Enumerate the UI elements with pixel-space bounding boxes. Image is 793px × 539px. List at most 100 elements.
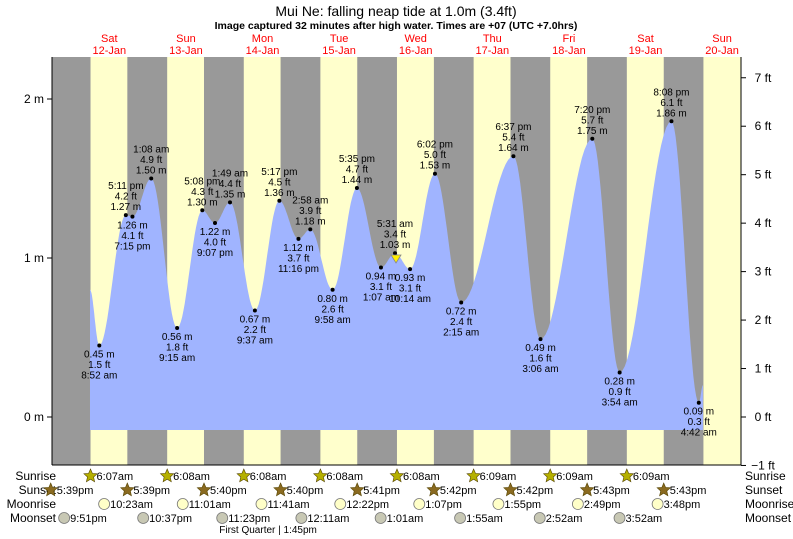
moonset-time: 10:37pm bbox=[149, 513, 192, 525]
moonset-icon bbox=[58, 512, 71, 524]
sunset-icon bbox=[503, 482, 518, 497]
moonrise-row-label-left: Moonrise bbox=[7, 497, 57, 511]
extreme-point bbox=[175, 325, 180, 330]
extreme-label-low: 0.94 m bbox=[366, 272, 397, 283]
extreme-label-low: 0.49 m bbox=[525, 343, 556, 354]
extreme-label-low: 10:14 am bbox=[389, 294, 431, 305]
extreme-label-high: 5:08 pm bbox=[184, 176, 220, 187]
sunset-icon bbox=[196, 482, 212, 497]
sunset-icon bbox=[273, 482, 288, 497]
chart-title: Mui Ne: falling neap tide at 1.0m (3.4ft… bbox=[275, 3, 516, 19]
extreme-label-high: 5:31 am bbox=[377, 219, 413, 230]
extreme-label-high: 4.2 ft bbox=[115, 192, 137, 203]
sunset-icon bbox=[426, 482, 442, 497]
right-tick-label: 2 ft bbox=[755, 313, 772, 327]
extreme-label-high: 1.18 m bbox=[295, 216, 326, 227]
right-tick-label: 7 ft bbox=[755, 71, 772, 85]
day-date-label: 14-Jan bbox=[246, 45, 280, 57]
extreme-label-high: 4.9 ft bbox=[140, 155, 162, 166]
day-name-label: Sun bbox=[712, 33, 732, 45]
sunset-time: 5:42pm bbox=[440, 485, 477, 497]
day-band bbox=[703, 57, 741, 465]
extreme-label-high: 1.64 m bbox=[498, 143, 529, 154]
sunset-icon bbox=[579, 482, 595, 497]
sunrise-row-label-right: Sunrise bbox=[745, 469, 786, 483]
extreme-point bbox=[149, 176, 154, 181]
extreme-label-high: 5:35 pm bbox=[339, 154, 375, 165]
extreme-point bbox=[538, 337, 543, 342]
moonset-row-label-left: Moonset bbox=[10, 511, 57, 525]
sunrise-icon bbox=[466, 468, 482, 483]
day-name-label: Sat bbox=[101, 33, 118, 45]
day-date-label: 12-Jan bbox=[92, 45, 126, 57]
sunset-time: 5:42pm bbox=[516, 485, 553, 497]
extreme-point bbox=[212, 221, 217, 226]
extreme-label-high: 6.1 ft bbox=[660, 98, 682, 109]
moonrise-time: 1:55pm bbox=[504, 499, 541, 511]
extreme-label-high: 4.5 ft bbox=[268, 177, 290, 188]
extreme-point bbox=[393, 251, 398, 256]
sunset-time: 5:41pm bbox=[363, 485, 400, 497]
moonrise-icon bbox=[492, 498, 505, 510]
extreme-label-high: 1:49 am bbox=[212, 168, 248, 179]
extreme-label-high: 5.0 ft bbox=[424, 150, 446, 161]
sunrise-row-label-left: Sunrise bbox=[15, 469, 56, 483]
moonset-time: 1:55am bbox=[466, 513, 503, 525]
extreme-point bbox=[432, 171, 437, 176]
sunrise-time: 6:08am bbox=[173, 471, 210, 483]
extreme-label-high: 1.36 m bbox=[264, 188, 295, 199]
left-tick-label: 0 m bbox=[24, 410, 44, 424]
extreme-label-high: 1.75 m bbox=[577, 126, 608, 137]
extreme-label-low: 0.56 m bbox=[162, 332, 193, 343]
sunrise-time: 6:09am bbox=[556, 471, 593, 483]
extreme-label-low: 9:15 am bbox=[159, 353, 195, 364]
sunrise-icon bbox=[542, 468, 558, 483]
moonset-icon bbox=[137, 512, 150, 524]
day-date-label: 15-Jan bbox=[322, 45, 356, 57]
moonrise-icon bbox=[176, 498, 189, 510]
sunrise-icon bbox=[159, 468, 175, 483]
extreme-point bbox=[296, 236, 301, 241]
moonset-icon bbox=[295, 512, 308, 524]
day-date-label: 19-Jan bbox=[629, 45, 663, 57]
sunset-time: 5:39pm bbox=[57, 485, 94, 497]
extreme-label-high: 1:08 am bbox=[133, 145, 169, 156]
sunrise-time: 6:08am bbox=[250, 471, 287, 483]
extreme-label-low: 1.26 m bbox=[117, 221, 148, 232]
extreme-label-high: 1.50 m bbox=[136, 166, 167, 177]
day-date-label: 16-Jan bbox=[399, 45, 433, 57]
extreme-label-low: 4.0 ft bbox=[204, 238, 226, 249]
sunrise-time: 6:08am bbox=[403, 471, 440, 483]
day-name-label: Thu bbox=[483, 33, 502, 45]
extreme-label-low: 4.1 ft bbox=[121, 231, 143, 242]
extreme-label-low: 1.8 ft bbox=[166, 342, 188, 353]
extreme-label-high: 1.53 m bbox=[420, 161, 451, 172]
moonrise-time: 10:23am bbox=[110, 499, 153, 511]
sunrise-icon bbox=[312, 468, 328, 483]
moonset-time: 9:51pm bbox=[70, 513, 107, 525]
extreme-label-low: 1.6 ft bbox=[529, 354, 551, 365]
sunset-time: 5:43pm bbox=[593, 485, 630, 497]
extreme-label-low: 0.09 m bbox=[684, 407, 715, 418]
extreme-point bbox=[130, 214, 135, 219]
moonrise-icon bbox=[413, 498, 426, 510]
extreme-label-low: 2.2 ft bbox=[244, 325, 266, 336]
extreme-label-low: 3.7 ft bbox=[287, 253, 309, 264]
extreme-label-low: 0.3 ft bbox=[688, 417, 710, 428]
sunset-time: 5:43pm bbox=[670, 485, 707, 497]
extreme-label-high: 5:11 pm bbox=[108, 181, 143, 192]
extreme-point bbox=[459, 300, 464, 305]
moonrise-time: 11:01am bbox=[189, 499, 231, 511]
moonset-icon bbox=[613, 512, 626, 524]
extreme-label-high: 8:08 pm bbox=[653, 87, 689, 98]
extreme-label-high: 3.4 ft bbox=[384, 230, 406, 241]
moonrise-icon bbox=[651, 498, 664, 510]
extreme-point bbox=[669, 119, 674, 124]
day-date-label: 18-Jan bbox=[552, 45, 586, 57]
sunset-icon bbox=[349, 482, 365, 497]
moonrise-row-label-right: Moonrise bbox=[745, 497, 793, 511]
moon-phase-label: First Quarter | 1:45pm bbox=[219, 525, 317, 536]
extreme-label-low: 2:15 am bbox=[443, 328, 479, 339]
extreme-label-high: 2:58 am bbox=[292, 195, 328, 206]
sunset-row-label-right: Sunset bbox=[745, 483, 783, 497]
